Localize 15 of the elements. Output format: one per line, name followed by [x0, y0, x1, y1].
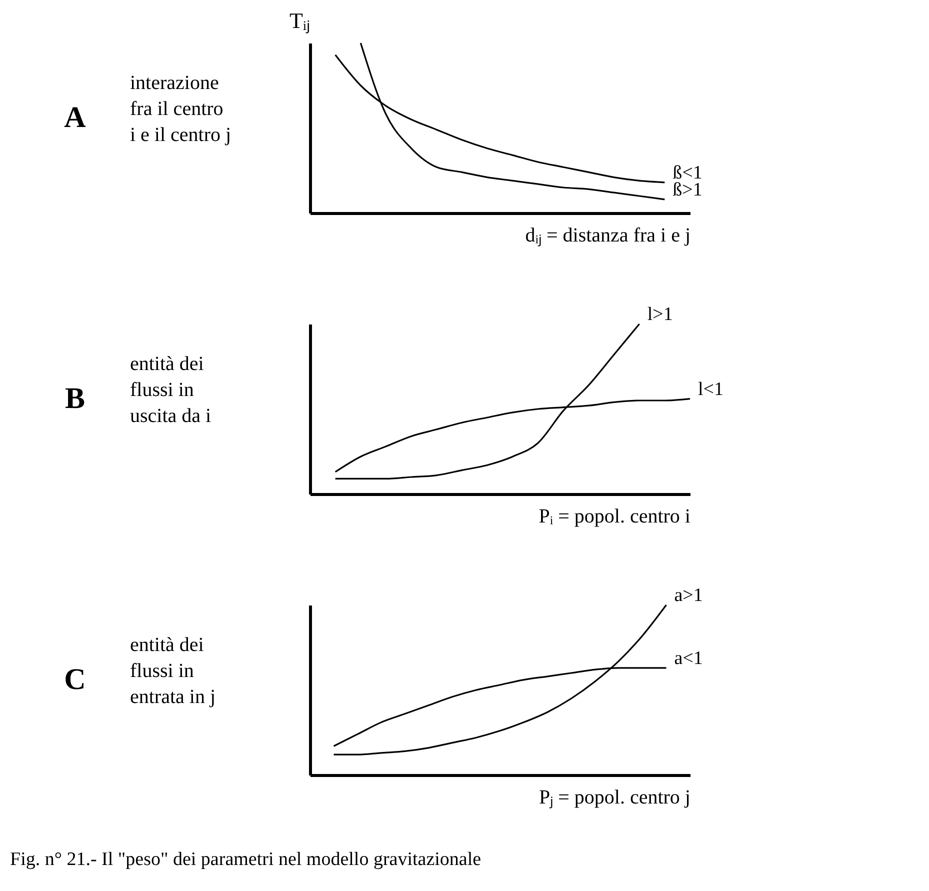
series-label: l>1: [647, 304, 673, 325]
y-axis-title: Tᵢⱼ: [289, 8, 311, 34]
text: entità dei flussi in entrata in j: [130, 634, 216, 708]
text: entità dei flussi in uscita da i: [130, 353, 212, 427]
x-axis-title: Pⱼ = popol. centro j: [539, 786, 690, 808]
x-axis-title: dᵢⱼ = distanza fra i e j: [525, 224, 690, 246]
series-label: a>1: [674, 585, 703, 606]
text: A: [64, 101, 86, 134]
series-label: a<1: [674, 648, 703, 669]
text: Fig. n° 21.- Il "peso" dei parametri nel modello gravitazionale: [10, 849, 482, 870]
x-axis-title: Pᵢ = popol. centro i: [538, 506, 691, 528]
series-label: l<1: [698, 378, 724, 400]
text: B: [64, 382, 86, 415]
text: C: [64, 663, 86, 696]
text: interazione fra il centro i e il centro j: [130, 72, 232, 146]
